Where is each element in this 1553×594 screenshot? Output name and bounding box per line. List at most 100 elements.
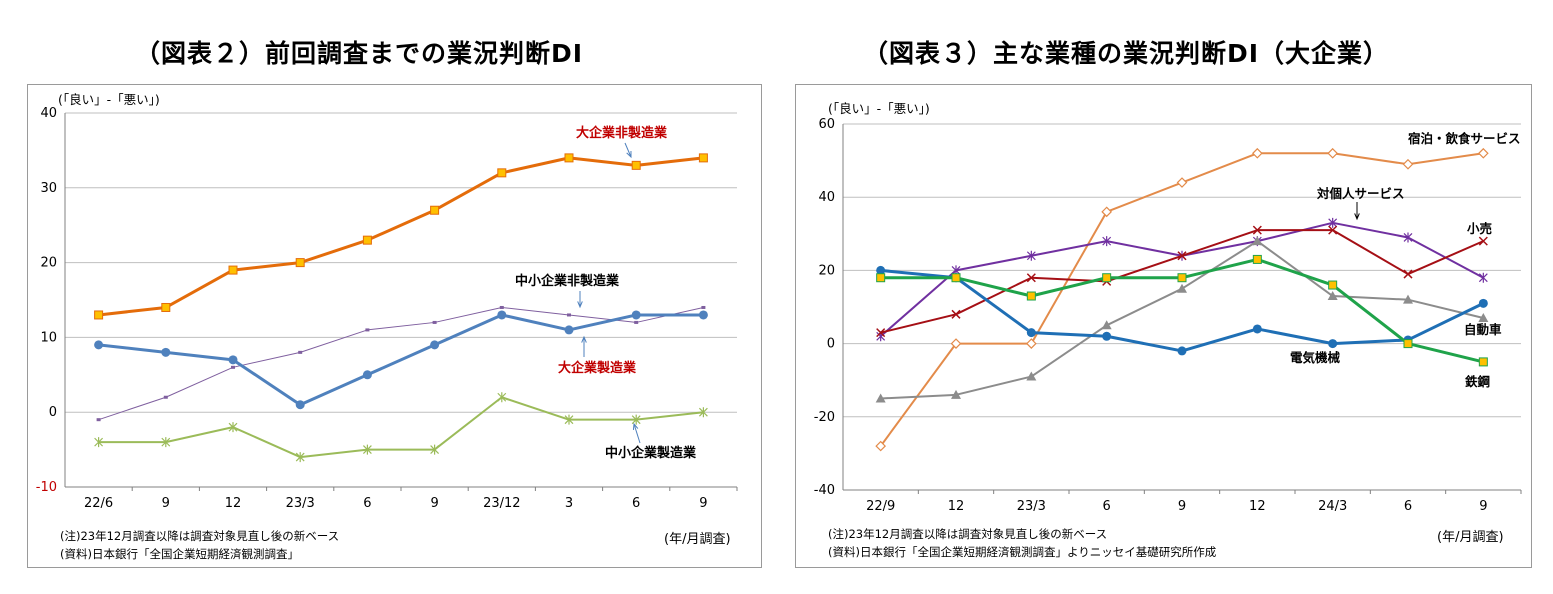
line-chart-left: -10 0 10 20 30 40 22/6 9 12 23/3 6 9 23/12 3 6 9 (「良い」-「… bbox=[36, 92, 738, 511]
data-point bbox=[365, 328, 370, 332]
x-tick-label: 6 bbox=[1404, 499, 1412, 514]
data-point bbox=[94, 310, 104, 320]
data-point bbox=[951, 273, 961, 283]
data-point bbox=[161, 302, 171, 312]
data-point bbox=[295, 400, 305, 410]
data-point bbox=[698, 153, 708, 163]
annotation-sme-mfg: 中小企業製造業 bbox=[605, 445, 697, 461]
data-point bbox=[1177, 346, 1187, 356]
y-tick-label: 40 bbox=[818, 190, 835, 205]
x-tick-label: 12 bbox=[225, 496, 242, 511]
data-point bbox=[295, 258, 305, 268]
data-point bbox=[430, 444, 440, 455]
data-point bbox=[1101, 206, 1113, 218]
data-point bbox=[94, 340, 104, 350]
data-point bbox=[430, 340, 440, 350]
data-point bbox=[564, 325, 574, 335]
data-point bbox=[228, 355, 238, 365]
series-line bbox=[98, 313, 704, 407]
data-point bbox=[1327, 291, 1338, 301]
data-point bbox=[1177, 283, 1187, 293]
data-point bbox=[1478, 236, 1488, 246]
y-tick-label: 20 bbox=[818, 263, 835, 278]
x-tick-label: 22/6 bbox=[84, 496, 113, 511]
y-tick-label: -10 bbox=[36, 480, 57, 495]
annotation-arrow bbox=[624, 142, 632, 158]
data-point bbox=[362, 235, 372, 245]
y-tick-label: 10 bbox=[40, 330, 57, 345]
series-line bbox=[98, 306, 704, 421]
data-point bbox=[1026, 273, 1036, 283]
data-point bbox=[1403, 232, 1413, 243]
data-point bbox=[163, 395, 168, 399]
data-point bbox=[1403, 269, 1413, 279]
y-tick-label: 20 bbox=[40, 256, 57, 271]
annotation-steel: 鉄鋼 bbox=[1465, 374, 1490, 389]
data-point bbox=[1328, 339, 1338, 349]
x-tick-label: 23/12 bbox=[483, 496, 520, 511]
x-tick-label: 23/3 bbox=[286, 496, 315, 511]
data-point bbox=[1478, 357, 1488, 367]
data-point bbox=[298, 350, 303, 354]
data-point bbox=[1402, 158, 1414, 170]
data-point bbox=[951, 389, 961, 399]
source-left: (資料)日本銀行「全国企業短期経済観測調査」 bbox=[60, 547, 299, 561]
x-tick-label: 9 bbox=[1479, 499, 1487, 514]
footnote-left: (注)23年12月調査以降は調査対象見直し後の新ベース bbox=[60, 529, 340, 543]
data-point bbox=[1177, 273, 1187, 283]
y-axis-label: (「良い」-「悪い」) bbox=[828, 101, 930, 116]
annotation-large-mfg: 大企業製造業 bbox=[558, 360, 637, 376]
y-tick-label: 0 bbox=[827, 337, 835, 352]
data-point bbox=[228, 422, 238, 433]
arrow-head bbox=[1354, 213, 1360, 221]
data-point bbox=[1252, 324, 1262, 334]
x-tick-label: 9 bbox=[699, 496, 707, 511]
data-point bbox=[1102, 236, 1112, 247]
annotation-hotel-restaurant: 宿泊・飲食サービス bbox=[1408, 131, 1521, 146]
chart-title-right: （図表３）主な業種の業況判断DI（大企業） bbox=[863, 39, 1390, 68]
chart-panel-right: -40 -20 0 20 40 60 22/9 12 23/3 6 9 12 24/3 6 9 (「良い」-「… bbox=[795, 84, 1532, 568]
data-point bbox=[1252, 225, 1262, 235]
data-point bbox=[497, 392, 507, 403]
data-point bbox=[1328, 217, 1338, 228]
annotation-auto: 自動車 bbox=[1464, 322, 1502, 337]
line-chart-right: -40 -20 0 20 40 60 22/9 12 23/3 6 9 12 24/3 6 9 (「良い」-「… bbox=[814, 101, 1522, 514]
y-tick-label: 60 bbox=[818, 117, 835, 132]
data-point bbox=[876, 328, 886, 338]
data-point bbox=[228, 265, 238, 275]
data-point bbox=[1176, 177, 1188, 188]
data-point bbox=[631, 310, 641, 320]
data-point bbox=[497, 168, 507, 178]
annotation-arrow bbox=[633, 423, 641, 444]
data-point bbox=[564, 414, 574, 425]
data-point bbox=[96, 418, 101, 422]
x-tick-label: 6 bbox=[363, 496, 371, 511]
chart-panel-left: -10 0 10 20 30 40 22/6 9 12 23/3 6 9 23/12 3 6 9 (「良い」-「… bbox=[27, 84, 762, 568]
x-tick-label: 6 bbox=[632, 496, 640, 511]
data-point bbox=[1328, 280, 1338, 290]
x-tick-label: 24/3 bbox=[1318, 499, 1347, 514]
data-point bbox=[1101, 320, 1112, 330]
y-axis-label: (「良い」-「悪い」) bbox=[58, 92, 160, 107]
x-tick-label: 6 bbox=[1103, 499, 1111, 514]
data-point bbox=[1026, 250, 1036, 261]
data-point bbox=[1478, 272, 1488, 283]
data-point bbox=[875, 440, 887, 452]
data-point bbox=[876, 273, 886, 283]
data-point bbox=[161, 347, 171, 357]
data-point bbox=[1026, 328, 1036, 338]
annotation-sme-nonmfg: 中小企業非製造業 bbox=[515, 273, 620, 289]
arrow-head bbox=[577, 301, 583, 309]
x-tick-label: 3 bbox=[565, 496, 573, 511]
data-point bbox=[701, 305, 706, 309]
x-tick-label: 9 bbox=[430, 496, 438, 511]
data-point bbox=[950, 338, 962, 349]
annotation-retail: 小売 bbox=[1466, 221, 1493, 236]
data-point bbox=[875, 393, 886, 403]
data-point bbox=[295, 452, 305, 463]
data-point bbox=[1251, 147, 1263, 159]
arrow-head bbox=[632, 422, 639, 431]
data-point bbox=[951, 309, 961, 319]
data-point bbox=[161, 437, 171, 448]
data-point bbox=[1403, 339, 1413, 349]
